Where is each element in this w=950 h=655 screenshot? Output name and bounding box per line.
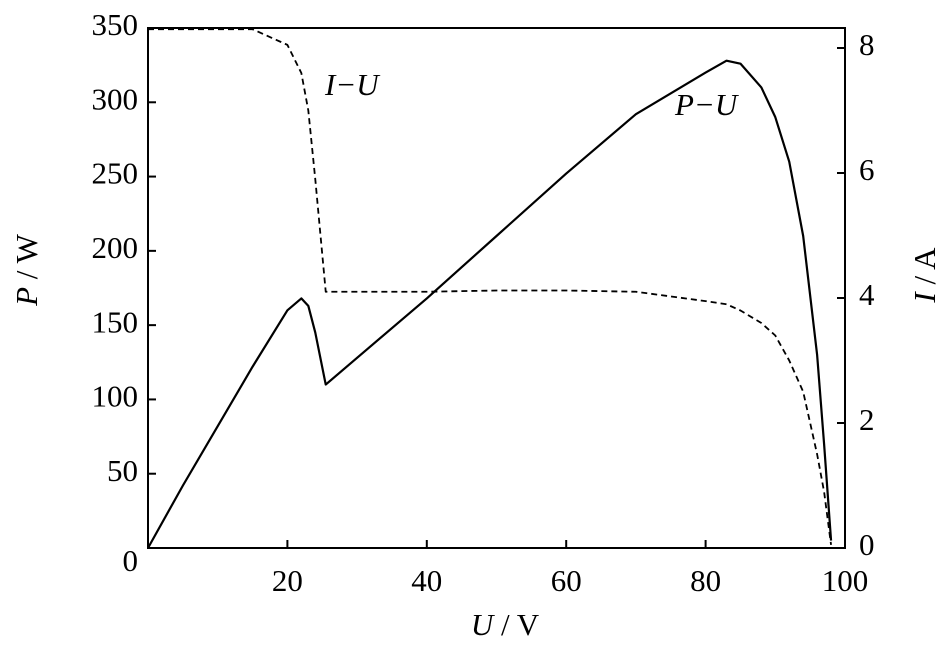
y2-tick-label: 0 — [859, 527, 875, 562]
y-tick-label: 250 — [92, 156, 139, 191]
y-tick-label: 350 — [92, 7, 139, 42]
x-tick-label: 40 — [411, 563, 442, 598]
x-tick-label: 80 — [690, 563, 721, 598]
y2-tick-label: 4 — [859, 277, 875, 312]
y-tick-label: 100 — [92, 379, 139, 414]
y-axis-label: P / W — [9, 233, 44, 306]
plot-frame — [147, 27, 846, 549]
x-tick-label: 20 — [272, 563, 303, 598]
y-tick-label: 200 — [92, 230, 139, 265]
x-axis-label: U / V — [471, 607, 540, 642]
y2-axis-label: I / A — [907, 247, 942, 304]
y2-tick-label: 2 — [859, 402, 875, 437]
y-tick-label: 50 — [107, 453, 138, 488]
annotation: P−U — [674, 87, 740, 122]
y2-tick-label: 6 — [859, 152, 875, 187]
y2-tick-label: 8 — [859, 27, 875, 62]
x-tick-label: 60 — [551, 563, 582, 598]
series-line — [147, 59, 833, 549]
annotation: I−U — [324, 67, 381, 102]
x-tick-label: 100 — [822, 563, 869, 598]
y-tick-label: 0 — [123, 543, 139, 578]
y-tick-label: 150 — [92, 304, 139, 339]
y-tick-label: 300 — [92, 81, 139, 116]
